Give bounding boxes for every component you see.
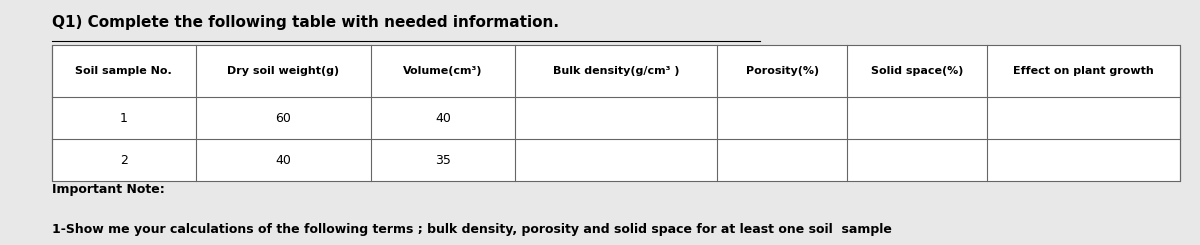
Text: 35: 35 <box>436 154 451 167</box>
Text: Bulk density(g/cm³ ): Bulk density(g/cm³ ) <box>553 66 679 76</box>
Text: 1-Show me your calculations of the following terms ; bulk density, porosity and : 1-Show me your calculations of the follo… <box>52 223 892 236</box>
Text: 40: 40 <box>436 111 451 124</box>
Text: 1: 1 <box>120 111 127 124</box>
Text: 40: 40 <box>276 154 292 167</box>
Text: Important Note:: Important Note: <box>52 183 164 196</box>
Text: Q1) Complete the following table with needed information.: Q1) Complete the following table with ne… <box>52 15 559 30</box>
Text: Solid space(%): Solid space(%) <box>871 66 964 76</box>
Text: 60: 60 <box>276 111 292 124</box>
Text: Effect on plant growth: Effect on plant growth <box>1013 66 1154 76</box>
Bar <box>52 45 1180 181</box>
Text: Soil sample No.: Soil sample No. <box>76 66 173 76</box>
Text: Volume(cm³): Volume(cm³) <box>403 66 482 76</box>
Text: 2: 2 <box>120 154 127 167</box>
Text: Dry soil weight(g): Dry soil weight(g) <box>227 66 340 76</box>
Text: Porosity(%): Porosity(%) <box>745 66 818 76</box>
